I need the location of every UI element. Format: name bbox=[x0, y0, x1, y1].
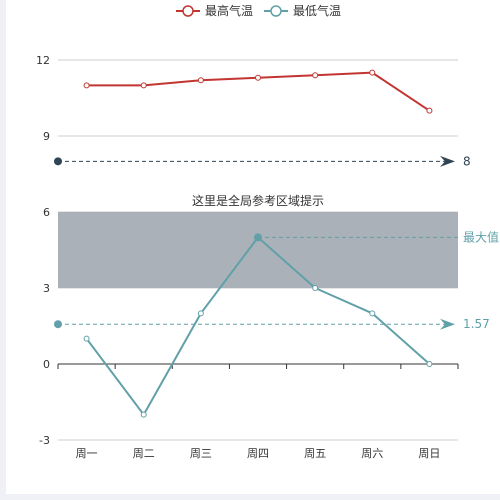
legend-swatch-circle bbox=[270, 5, 282, 17]
x-tick-label: 周二 bbox=[133, 447, 155, 460]
mark-line-arrow bbox=[440, 318, 455, 330]
y-tick-label: 9 bbox=[43, 130, 50, 143]
left-edge-strip bbox=[0, 0, 6, 500]
mark-line-arrow bbox=[440, 155, 455, 167]
data-point bbox=[369, 310, 376, 317]
x-tick-label: 周五 bbox=[304, 447, 326, 460]
reference-area-label: 这里是全局参考区域提示 bbox=[192, 193, 324, 208]
data-point bbox=[197, 77, 204, 84]
data-point bbox=[197, 310, 204, 317]
legend-item[interactable]: 最高气温 bbox=[176, 3, 253, 18]
y-tick-label: 12 bbox=[36, 54, 50, 67]
legend-label: 最高气温 bbox=[205, 3, 253, 18]
y-tick-label: 3 bbox=[43, 282, 50, 295]
legend-swatch-circle bbox=[182, 5, 194, 17]
data-point bbox=[255, 74, 261, 81]
y-tick-label: 6 bbox=[43, 206, 50, 219]
data-point bbox=[83, 82, 90, 89]
max-value-marker bbox=[254, 233, 262, 242]
data-point bbox=[369, 69, 376, 76]
legend-item[interactable]: 最低气温 bbox=[264, 3, 341, 18]
data-point bbox=[426, 361, 433, 367]
x-tick-label: 周一 bbox=[76, 447, 98, 460]
x-tick-label: 周六 bbox=[361, 447, 383, 460]
x-tick-label: 周四 bbox=[247, 447, 269, 460]
y-tick-label: 0 bbox=[43, 358, 50, 371]
data-point bbox=[426, 107, 433, 114]
data-point bbox=[312, 285, 319, 291]
data-point bbox=[140, 411, 147, 418]
y-tick-label: -3 bbox=[39, 434, 50, 447]
mark-line-label: 8 bbox=[463, 154, 471, 168]
x-tick-label: 周日 bbox=[418, 447, 440, 460]
bottom-edge-strip bbox=[0, 494, 500, 500]
legend: 最高气温 最低气温 bbox=[176, 3, 341, 18]
data-point bbox=[140, 82, 147, 89]
reference-area bbox=[58, 212, 458, 288]
x-tick-label: 周三 bbox=[190, 447, 212, 460]
data-point bbox=[312, 72, 319, 79]
mark-line-label: 最大值 bbox=[463, 229, 499, 244]
legend-label: 最低气温 bbox=[293, 3, 341, 18]
mark-line-label: 1.57 bbox=[463, 317, 490, 331]
data-point bbox=[83, 335, 90, 342]
